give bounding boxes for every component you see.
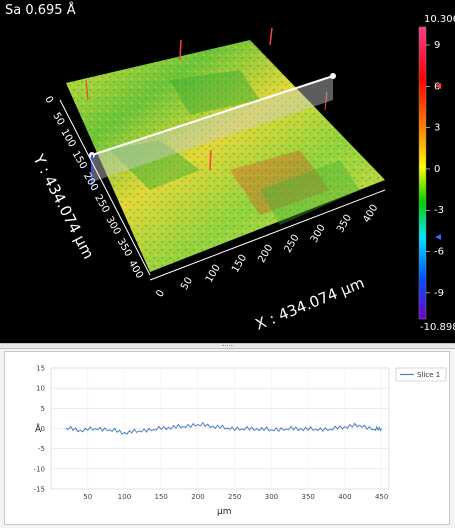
x-axis-tick-label: 350 bbox=[335, 213, 354, 235]
legend-label-slice-1: Slice 1 bbox=[417, 371, 440, 379]
x-tick-label: 250 bbox=[228, 493, 241, 501]
x-axis-title: X : 434.074 µm bbox=[253, 274, 367, 334]
color-scale-bar: 10.306 Å 9630-3-6-9 -10.898 Å bbox=[418, 12, 455, 333]
slice-plane[interactable] bbox=[89, 73, 336, 185]
colorbar-tick-label: 9 bbox=[434, 40, 440, 51]
x-tick-label: 450 bbox=[375, 493, 388, 501]
y-tick-label: 5 bbox=[41, 405, 45, 413]
x-axis-label: µm bbox=[217, 507, 232, 517]
x-axis-tick-label: 250 bbox=[283, 233, 302, 255]
profile-panel: 15 10 5 0 -5 -10 -15 50 100 150 200 250 300 350 400 45… bbox=[0, 349, 455, 528]
height-map-surface bbox=[66, 27, 385, 272]
x-axis-tick-label: 100 bbox=[204, 263, 223, 285]
y-tick-label: 10 bbox=[36, 385, 45, 393]
x-axis-tick-label: 200 bbox=[256, 243, 275, 265]
y-axis-tick-label: 0 bbox=[42, 94, 55, 105]
colorbar-upper-marker[interactable] bbox=[435, 83, 441, 89]
colorbar-max-label: 10.306 Å bbox=[424, 12, 455, 25]
y-tick-label: 0 bbox=[41, 425, 45, 433]
legend[interactable]: Slice 1 bbox=[395, 367, 447, 382]
y-axis-tick-label: 350 bbox=[115, 237, 134, 259]
y-axis-title: Y : 434.074 µm bbox=[29, 151, 98, 262]
x-tick-label: 100 bbox=[118, 493, 131, 501]
y-axis-tick-label: 300 bbox=[103, 215, 122, 237]
x-axis-tick-label: 0 bbox=[154, 288, 167, 299]
y-axis-label: Å bbox=[35, 423, 42, 435]
colorbar-tick-label: -3 bbox=[434, 205, 444, 216]
x-tick-label: 350 bbox=[301, 493, 314, 501]
y-axis-tick-label: 250 bbox=[92, 193, 111, 215]
colorbar-tick-label: -9 bbox=[434, 288, 444, 299]
x-tick-label: 50 bbox=[83, 493, 92, 501]
y-tick-label: -15 bbox=[34, 486, 45, 494]
y-axis-tick-label: 50 bbox=[50, 111, 66, 128]
slice-end-handle[interactable] bbox=[330, 73, 336, 79]
x-tick-label: 300 bbox=[265, 493, 278, 501]
x-axis-tick-label: 150 bbox=[230, 253, 249, 275]
y-tick-label: -5 bbox=[38, 445, 45, 453]
x-tick-label: 200 bbox=[191, 493, 204, 501]
y-axis-tick-label: 100 bbox=[58, 127, 77, 149]
colorbar-tick-label: 3 bbox=[434, 123, 440, 134]
profile-chart: 15 10 5 0 -5 -10 -15 50 100 150 200 250 300 350 400 45… bbox=[4, 351, 450, 525]
colorbar-tick-label: 0 bbox=[434, 164, 440, 175]
y-tick-label: 15 bbox=[36, 365, 45, 373]
sa-roughness-label: Sa 0.695 Å bbox=[5, 3, 76, 18]
x-axis-tick-label: 50 bbox=[179, 275, 195, 292]
splitter-grip-icon[interactable] bbox=[222, 345, 234, 348]
colorbar-lower-marker[interactable] bbox=[435, 234, 441, 240]
x-tick-label: 400 bbox=[338, 493, 351, 501]
x-tick-label: 150 bbox=[155, 493, 168, 501]
panel-splitter[interactable] bbox=[0, 343, 455, 349]
x-axis-tick-label: 300 bbox=[309, 223, 328, 245]
series-line-slice-1 bbox=[65, 421, 383, 435]
y-tick-label: -10 bbox=[34, 465, 45, 473]
colorbar-min-label: -10.898 Å bbox=[420, 320, 455, 333]
surface-3d-view[interactable]: 0 50 100 150 200 250 300 350 400 0 50 100 150 200 250… bbox=[0, 0, 455, 343]
y-axis-tick-label: 150 bbox=[70, 149, 89, 171]
x-axis-tick-label: 400 bbox=[361, 203, 380, 225]
colorbar-tick-label: -6 bbox=[434, 247, 444, 258]
y-axis-tick-label: 400 bbox=[126, 258, 145, 280]
